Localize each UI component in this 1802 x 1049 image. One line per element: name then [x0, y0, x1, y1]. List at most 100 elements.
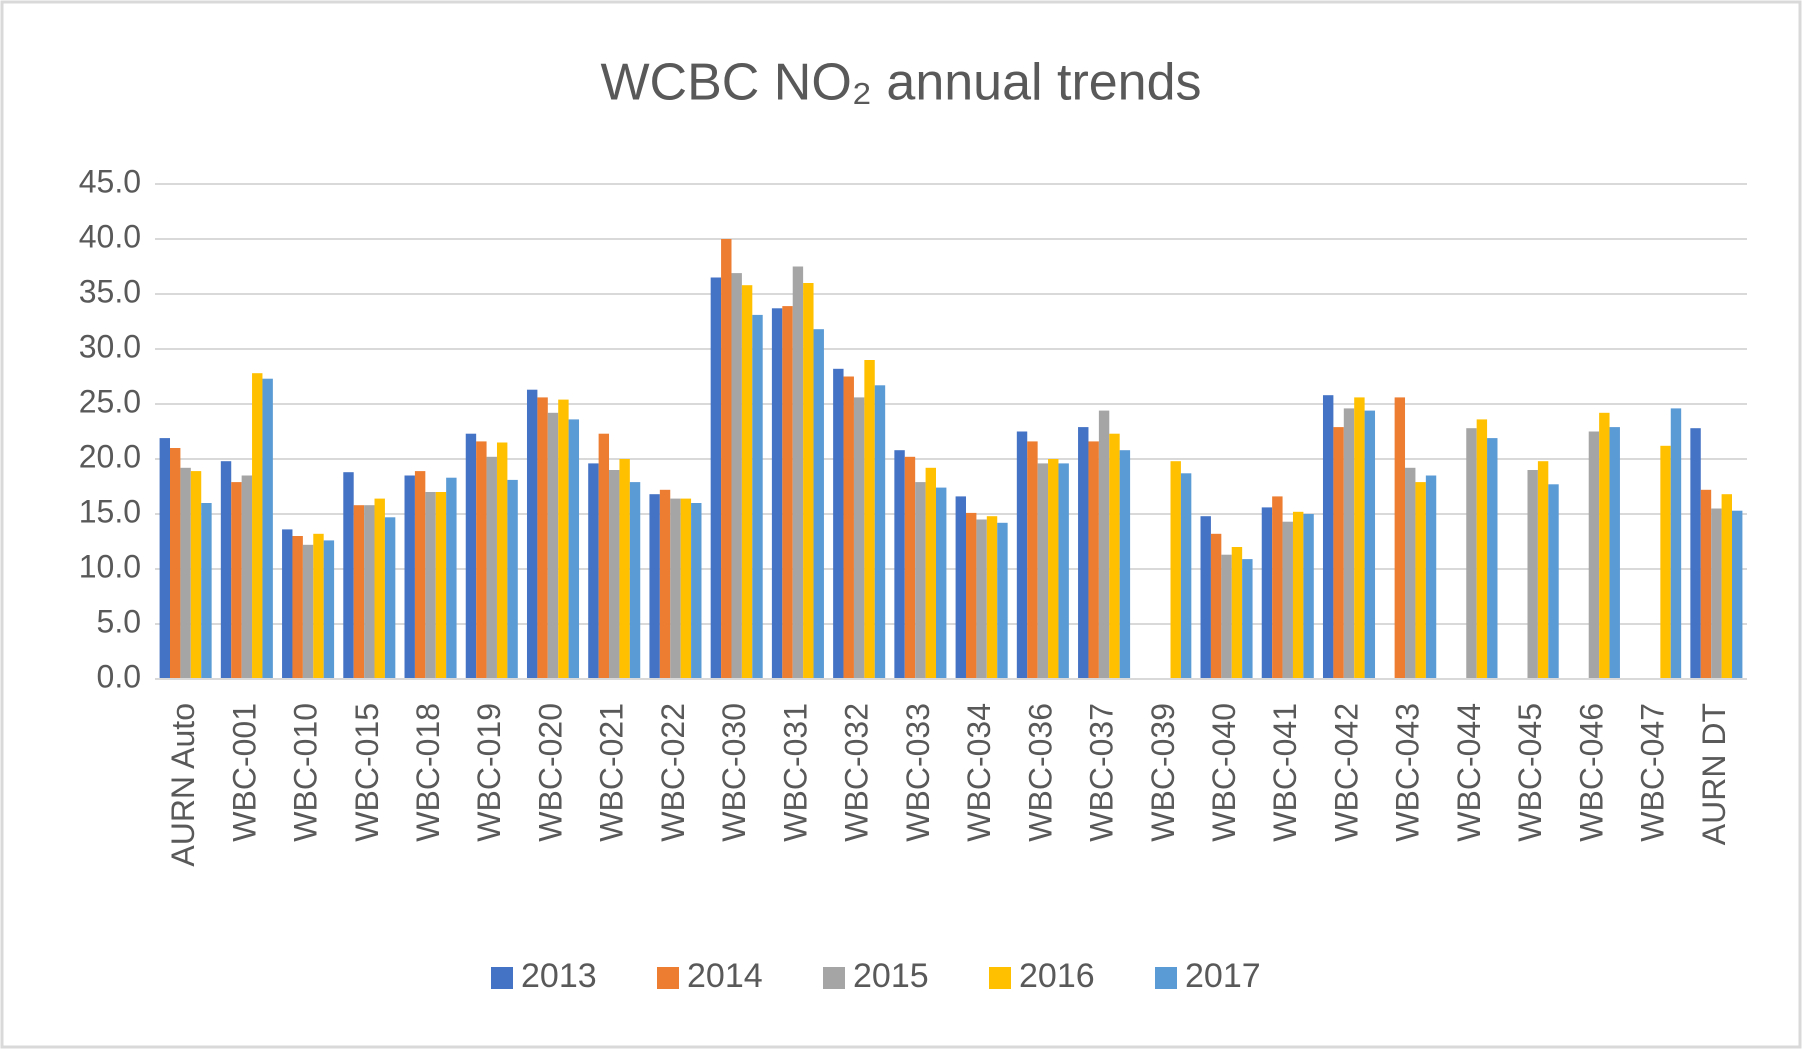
bar [1700, 489, 1712, 679]
bar [976, 519, 987, 679]
bar [619, 459, 630, 679]
bar [1180, 473, 1192, 679]
legend-label: 2013 [521, 957, 597, 995]
bar [843, 376, 854, 679]
bar [180, 467, 191, 679]
bar [1333, 427, 1344, 679]
x-tick-label: WBC-021 [594, 703, 630, 842]
bar [986, 516, 998, 679]
bar [1221, 554, 1232, 679]
x-tick-label: WBC-031 [777, 703, 813, 842]
bar [1027, 441, 1038, 679]
x-tick-label: WBC-022 [655, 703, 691, 842]
bar [507, 479, 518, 679]
bar [201, 503, 212, 679]
x-tick-label: AURN Auto [165, 703, 201, 867]
bar [1415, 482, 1426, 679]
bar [864, 360, 875, 679]
bar [1242, 559, 1253, 679]
bar [353, 505, 365, 679]
bar [282, 529, 293, 679]
bar [915, 482, 926, 679]
bar [1210, 533, 1222, 679]
bar [1487, 438, 1498, 679]
x-tick-label: WBC-030 [716, 703, 752, 842]
bar [771, 308, 783, 679]
bar [220, 461, 232, 679]
bar [853, 397, 865, 679]
bar [313, 533, 324, 679]
bar [547, 412, 559, 679]
bar [404, 475, 415, 679]
bar [252, 373, 263, 679]
bar [741, 285, 753, 679]
bar [526, 389, 538, 679]
legend-swatch [823, 967, 845, 989]
y-tick-label: 0.0 [97, 658, 141, 694]
bar [1425, 475, 1437, 679]
bar [874, 385, 886, 679]
bar [159, 438, 171, 679]
y-tick-label: 10.0 [79, 548, 141, 584]
bar [1527, 470, 1538, 679]
bar [302, 544, 314, 679]
legend-swatch [989, 967, 1011, 989]
bar [1048, 459, 1059, 679]
bar [588, 463, 599, 679]
y-tick-label: 20.0 [79, 438, 141, 474]
bar [414, 471, 426, 679]
bar [1670, 408, 1682, 679]
x-tick-label: WBC-045 [1512, 703, 1548, 842]
y-tick-label: 40.0 [79, 218, 141, 254]
bar [1548, 484, 1559, 679]
bar [629, 482, 641, 679]
bar [1292, 511, 1304, 679]
bar [537, 397, 548, 679]
bar [1405, 467, 1416, 679]
bar [1200, 516, 1211, 679]
bar [496, 442, 508, 679]
bar [955, 496, 967, 679]
bar [691, 503, 702, 679]
bar [966, 512, 977, 679]
bar [1731, 510, 1743, 679]
bar [598, 433, 610, 679]
bar [1088, 441, 1099, 679]
bar [1660, 445, 1671, 679]
bar [752, 314, 763, 679]
bar [997, 522, 1008, 679]
x-tick-label: WBC-033 [900, 703, 936, 842]
bar [894, 450, 905, 679]
bar [1690, 428, 1701, 679]
bar [1394, 397, 1406, 679]
bar [935, 487, 947, 679]
y-tick-label: 5.0 [97, 603, 141, 639]
bar [803, 283, 814, 679]
bar [170, 448, 181, 679]
y-tick-label: 45.0 [79, 163, 141, 199]
bar [568, 419, 580, 679]
bar [292, 536, 303, 679]
bar [1711, 508, 1722, 679]
y-tick-label: 15.0 [79, 493, 141, 529]
bar [1282, 521, 1293, 679]
x-tick-label: WBC-043 [1390, 703, 1426, 842]
x-tick-label: WBC-036 [1022, 703, 1058, 842]
bar [1588, 431, 1600, 679]
legend-label: 2017 [1185, 957, 1261, 995]
bar [659, 489, 671, 679]
x-tick-label: WBC-015 [349, 703, 385, 842]
bar [262, 378, 273, 679]
x-tick-label: AURN DT [1696, 703, 1732, 845]
bar [1109, 433, 1120, 679]
bar [190, 471, 202, 679]
bar [364, 505, 375, 679]
legend-label: 2014 [687, 957, 763, 995]
bar [1721, 494, 1732, 679]
bar [425, 492, 436, 679]
bar [343, 472, 354, 679]
bar [1231, 547, 1243, 679]
bar [1170, 461, 1181, 679]
bar [731, 273, 742, 679]
y-tick-label: 35.0 [79, 273, 141, 309]
